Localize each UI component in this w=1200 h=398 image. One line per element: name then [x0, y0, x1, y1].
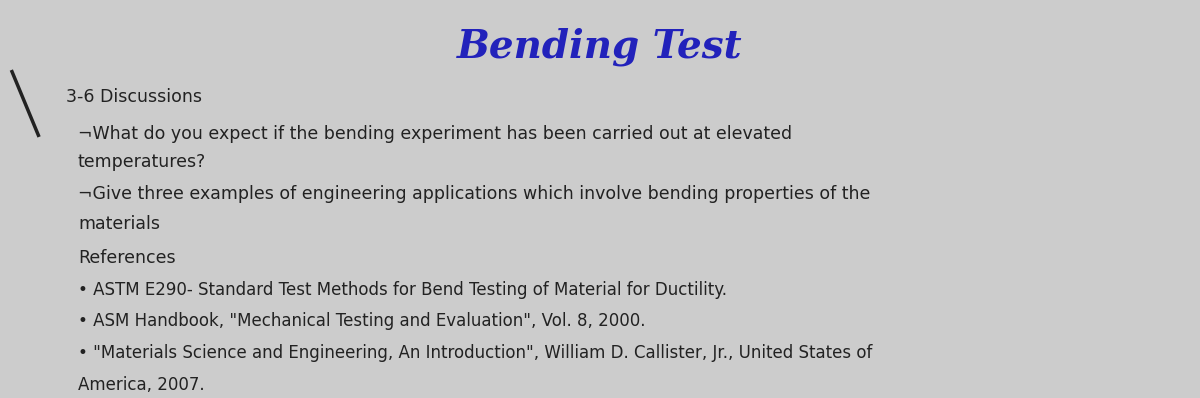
Text: 3-6 Discussions: 3-6 Discussions: [66, 88, 202, 105]
Text: materials: materials: [78, 215, 160, 233]
Text: References: References: [78, 249, 175, 267]
Text: America, 2007.: America, 2007.: [78, 376, 205, 394]
Text: • ASTM E290- Standard Test Methods for Bend Testing of Material for Ductility.: • ASTM E290- Standard Test Methods for B…: [78, 281, 727, 298]
Text: temperatures?: temperatures?: [78, 153, 206, 171]
Text: • ASM Handbook, "Mechanical Testing and Evaluation", Vol. 8, 2000.: • ASM Handbook, "Mechanical Testing and …: [78, 312, 646, 330]
Text: ¬What do you expect if the bending experiment has been carried out at elevated: ¬What do you expect if the bending exper…: [78, 125, 792, 143]
Text: • "Materials Science and Engineering, An Introduction", William D. Callister, Jr: • "Materials Science and Engineering, An…: [78, 344, 872, 362]
Text: Bending Test: Bending Test: [457, 28, 743, 66]
Text: ¬Give three examples of engineering applications which involve bending propertie: ¬Give three examples of engineering appl…: [78, 185, 870, 203]
